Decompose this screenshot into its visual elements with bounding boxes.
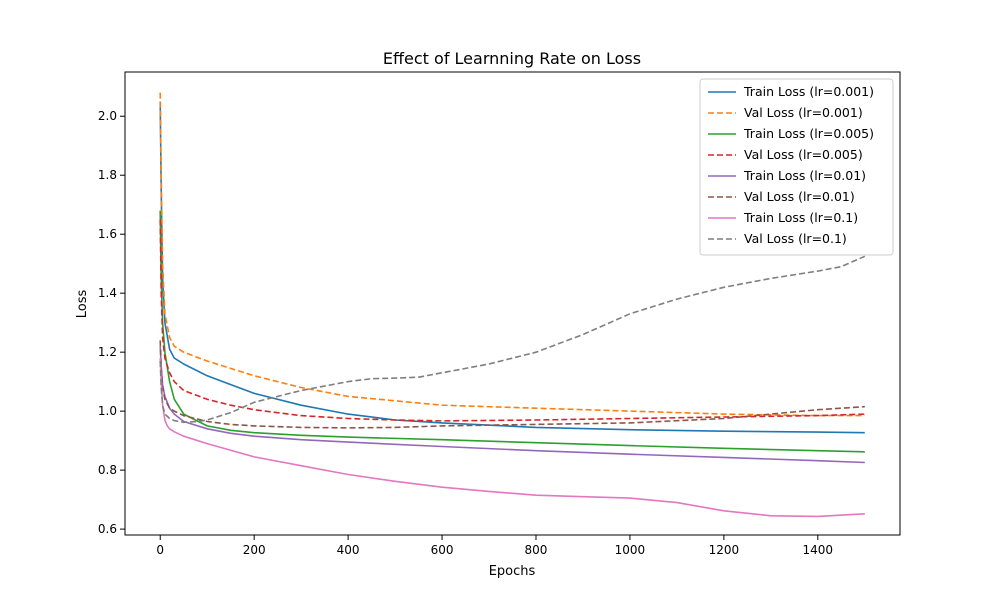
x-tick-label: 600 xyxy=(431,543,454,557)
x-tick-label: 1400 xyxy=(803,543,834,557)
x-axis: 0 200 400 600 800 1000 1200 1400 xyxy=(156,535,833,557)
legend-label-8: Val Loss (lr=0.1) xyxy=(744,231,847,246)
y-tick-label: 1.2 xyxy=(98,345,117,359)
y-tick-label: 1.8 xyxy=(98,168,117,182)
legend-label-4: Val Loss (lr=0.005) xyxy=(744,147,863,162)
chart-title: Effect of Learnning Rate on Loss xyxy=(383,49,641,68)
x-tick-label: 400 xyxy=(337,543,360,557)
legend-label-6: Val Loss (lr=0.01) xyxy=(744,189,855,204)
x-tick-label: 1000 xyxy=(615,543,646,557)
legend-label-5: Train Loss (lr=0.01) xyxy=(743,168,866,183)
x-axis-label: Epochs xyxy=(489,564,536,579)
y-tick-label: 0.6 xyxy=(98,522,117,536)
x-tick-label: 200 xyxy=(243,543,266,557)
legend-label-7: Train Loss (lr=0.1) xyxy=(743,210,858,225)
legend: Train Loss (lr=0.001) Val Loss (lr=0.001)… xyxy=(699,78,894,256)
y-tick-label: 1.0 xyxy=(98,404,117,418)
y-tick-label: 0.8 xyxy=(98,463,117,477)
series-line-6 xyxy=(159,340,865,429)
x-tick-label: 0 xyxy=(156,543,164,557)
legend-box xyxy=(699,78,894,256)
y-axis: 0.6 0.8 1.0 1.2 1.4 1.6 1.8 2.0 xyxy=(98,109,125,536)
legend-label-3: Train Loss (lr=0.005) xyxy=(743,126,874,141)
legend-label-2: Val Loss (lr=0.001) xyxy=(744,105,863,120)
series-line-3 xyxy=(159,210,865,453)
plot-lines xyxy=(159,92,866,518)
y-tick-label: 1.6 xyxy=(98,227,117,241)
x-tick-label: 800 xyxy=(525,543,548,557)
legend-label-1: Train Loss (lr=0.001) xyxy=(743,84,874,99)
plot-frame xyxy=(124,71,901,536)
y-tick-label: 2.0 xyxy=(98,109,117,123)
series-line-2 xyxy=(159,92,865,417)
series-line-1 xyxy=(159,101,865,434)
y-tick-label: 1.4 xyxy=(98,286,117,300)
series-line-7 xyxy=(159,358,865,518)
x-tick-label: 1200 xyxy=(709,543,740,557)
y-axis-label: Loss xyxy=(75,290,90,319)
series-line-4 xyxy=(159,219,865,422)
